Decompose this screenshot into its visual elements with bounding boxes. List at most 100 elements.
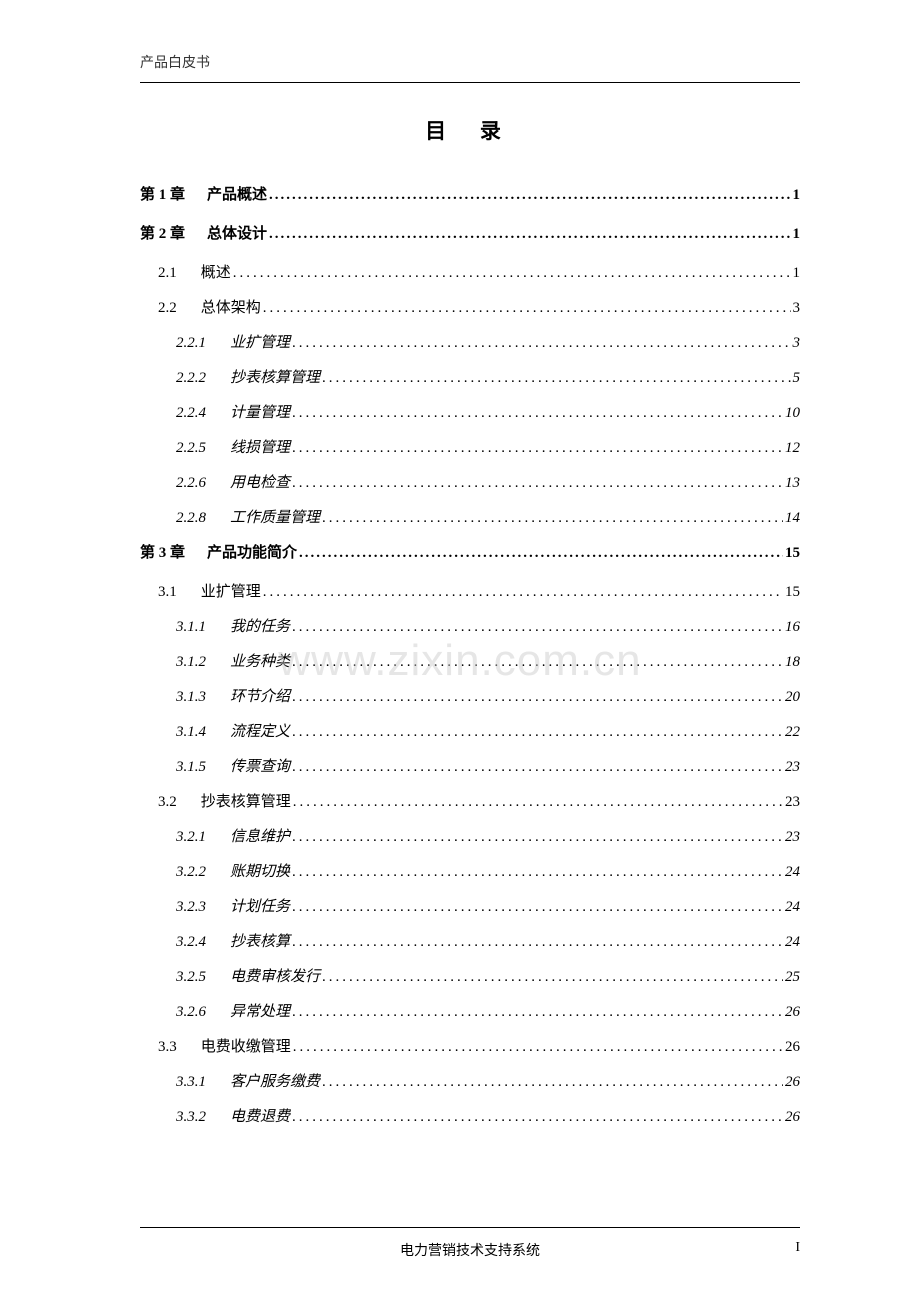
toc-dots: ........................................… [269,187,790,204]
toc-entry: 3.2 抄表核算管理...............................… [140,790,800,811]
toc-entry-page: 1 [793,226,801,243]
toc-entry-number: 3.1.3 [176,689,206,706]
toc-dots: ........................................… [322,1074,783,1091]
document-page: 产品白皮书 目 录 www.zixin.com.cn 第 1 章产品概述....… [0,0,920,1302]
toc-entry: 3.2.5电费审核发行.............................… [140,965,800,986]
toc-entry: 第 1 章产品概述...............................… [140,183,800,204]
toc-dots: ........................................… [263,300,791,317]
toc-dots: ........................................… [322,370,790,387]
toc-dots: ........................................… [292,335,790,352]
toc-entry: 3.3电费收缴管理...............................… [140,1035,800,1056]
toc-entry: 2.2.8 工作质量管理.............................… [140,506,800,527]
toc-entry-label: 电费审核发行 [230,965,320,986]
toc-entry-page: 26 [785,1109,800,1126]
toc-entry-label: 用电检查 [230,471,290,492]
toc-dots: ........................................… [292,440,783,457]
toc-entry-page: 26 [785,1039,800,1056]
toc-entry-label: 传票查询 [230,755,290,776]
toc-entry: 3.2.2 账期切换...............................… [140,860,800,881]
toc-entry-label: 抄表核算管理 [201,790,291,811]
toc-entry: 3.1.5传票查询...............................… [140,755,800,776]
toc-entry-label: 业扩管理 [230,331,290,352]
toc-entry-page: 25 [785,969,800,986]
toc-title: 目 录 [140,115,800,145]
toc-entry-page: 24 [785,934,800,951]
toc-entry: 2.2.2抄表核算管理.............................… [140,366,800,387]
toc-dots: ........................................… [322,510,783,527]
toc-entry-label: 异常处理 [230,1000,290,1021]
toc-entry-page: 22 [785,724,800,741]
toc-entry-number: 3.2.6 [176,1004,206,1021]
toc-entry: 3.1.1我的任务...............................… [140,615,800,636]
toc-entry-label: 电费收缴管理 [201,1035,291,1056]
toc-dots: ........................................… [322,969,783,986]
toc-entry: 3.1业扩管理.................................… [140,580,800,601]
toc-entry-page: 23 [785,759,800,776]
toc-entry-page: 23 [785,829,800,846]
toc-entry-page: 12 [785,440,800,457]
toc-entry-number: 3.2 [158,794,177,811]
toc-dots: ........................................… [292,1004,783,1021]
toc-entry-number: 2.1 [158,265,177,282]
toc-dots: ........................................… [292,864,783,881]
toc-entry-page: 3 [793,335,801,352]
toc-entry: 第 2 章总体设计...............................… [140,222,800,243]
toc-entry: 2.2.6用电检查...............................… [140,471,800,492]
toc-entry-label: 线损管理 [230,436,290,457]
toc-entry-label: 抄表核算 [230,930,290,951]
toc-entry-label: 流程定义 [230,720,290,741]
toc-entry-label: 计划任务 [230,895,290,916]
toc-entry: 第 3 章产品功能简介.............................… [140,541,800,562]
toc-entry: 3.3.2电费退费...............................… [140,1105,800,1126]
toc-entry-number: 2.2.8 [176,510,206,527]
toc-dots: ........................................… [292,654,783,671]
toc-entry-number: 3.1 [158,584,177,601]
toc-entry-label: 业务种类 [230,650,290,671]
toc-entry-number: 3.3.2 [176,1109,206,1126]
toc-entry: 3.2.3计划任务...............................… [140,895,800,916]
toc-entry-number: 3.2.2 [176,864,206,881]
toc-entry-label: 客户服务缴费 [230,1070,320,1091]
toc-entry: 2.2.4 计量管理...............................… [140,401,800,422]
toc-entry-label: 抄表核算管理 [230,366,320,387]
toc-dots: ........................................… [292,829,783,846]
toc-entry: 3.1.4 流程定义...............................… [140,720,800,741]
toc-dots: ........................................… [292,724,783,741]
toc-entry-page: 26 [785,1074,800,1091]
toc-entry: 3.1.3环节介绍...............................… [140,685,800,706]
toc-entry-number: 3.2.4 [176,934,206,951]
toc-entry-page: 26 [785,1004,800,1021]
toc-entry-label: 概述 [201,261,231,282]
toc-entry-page: 23 [785,794,800,811]
toc-entry-label: 账期切换 [230,860,290,881]
toc-entry: 3.2.6 异常处理...............................… [140,1000,800,1021]
toc-entry-label: 电费退费 [230,1105,290,1126]
toc-entry-page: 15 [785,545,800,562]
toc-entry-page: 10 [785,405,800,422]
footer-page-number: I [795,1240,800,1256]
toc-dots: ........................................… [292,405,783,422]
toc-dots: ........................................… [269,226,790,243]
toc-entry-number: 第 3 章 [140,541,185,562]
toc-entry-number: 3.1.4 [176,724,206,741]
toc-dots: ........................................… [293,794,783,811]
page-header: 产品白皮书 [140,52,800,83]
toc-entry-label: 总体架构 [201,296,261,317]
toc-entry-label: 计量管理 [230,401,290,422]
toc-entry-number: 3.1.2 [176,654,206,671]
toc-entry-number: 2.2.4 [176,405,206,422]
toc-entry: 2.1概述...................................… [140,261,800,282]
toc-entry-page: 5 [793,370,801,387]
toc-entry: 2.2.5线损管理...............................… [140,436,800,457]
toc-entry-page: 20 [785,689,800,706]
toc-entry: 3.2.4抄表核算...............................… [140,930,800,951]
toc-dots: ........................................… [292,689,783,706]
toc-dots: ........................................… [292,619,783,636]
toc-entry-number: 3.1.1 [176,619,206,636]
toc-entry-label: 工作质量管理 [230,506,320,527]
toc-entry-label: 产品概述 [207,183,267,204]
toc-entry: 2.2总体架构.................................… [140,296,800,317]
toc-entry-number: 2.2.1 [176,335,206,352]
toc-dots: ........................................… [292,759,783,776]
toc-entry-number: 3.3 [158,1039,177,1056]
